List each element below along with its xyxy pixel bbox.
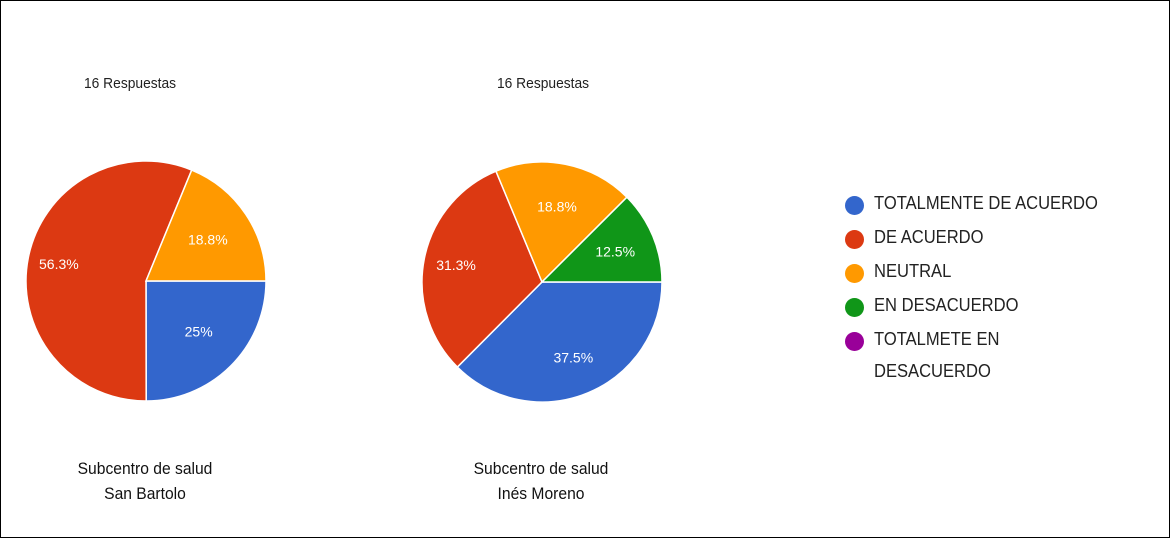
legend-swatch [845,332,864,351]
legend-label: TOTALMENTE DE ACUERDO [874,193,1098,213]
pie-slice-label: 25% [185,324,213,340]
pie-slice-label: 18.8% [537,199,577,215]
pie-slice-de-acuerdo [25,160,193,402]
chart-2-caption-line-1: Subcentro de salud [473,459,609,478]
legend-swatch [845,230,864,249]
legend-label: NEUTRAL [874,261,952,281]
legend-label: DE ACUERDO [874,227,984,247]
chart-1-caption-line-1: Subcentro de salud [77,459,213,478]
pie-slice-de-acuerdo [421,170,543,369]
chart-2-caption: Subcentro de salud Inés Moreno [458,456,624,506]
pie-slice-totalmente-de-acuerdo [456,281,663,403]
pie-slice-en-desacuerdo [540,196,663,283]
pie-slice-label: 31.3% [436,257,476,273]
chart-1-caption-line-2: San Bartolo [104,484,186,503]
chart-1-title: 16 Respuestas [84,75,177,92]
pie-slice-label: 56.3% [39,256,79,272]
pie-slice-neutral [144,169,267,282]
pie-slice-totalmente-de-acuerdo [145,280,267,402]
legend-swatch [845,264,864,283]
legend-swatch [845,196,864,215]
chart-2-title: 16 Respuestas [497,75,590,92]
pie-slice-label: 18.8% [188,232,228,248]
chart-2-caption-line-2: Inés Moreno [497,484,585,503]
legend-swatch [845,298,864,317]
legend-label: TOTALMETE EN DESACUERDO [874,329,1000,381]
chart-1-caption: Subcentro de salud San Bartolo [62,456,228,506]
pie-slice-label: 12.5% [595,244,635,260]
pie-slice-neutral [494,161,628,284]
pie-slice-label: 37.5% [553,349,593,365]
legend-label: EN DESACUERDO [874,295,1019,315]
